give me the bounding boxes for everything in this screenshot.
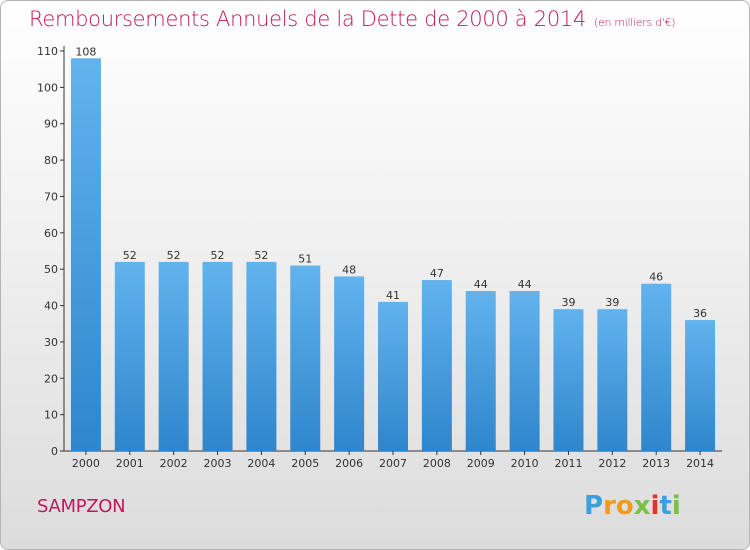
data-label: 52 <box>123 249 137 262</box>
data-label: 48 <box>342 263 356 276</box>
x-tick-label: 2009 <box>467 457 495 470</box>
data-label: 47 <box>430 267 444 280</box>
bar <box>334 276 365 451</box>
y-tick-label: 40 <box>44 300 58 313</box>
data-label: 51 <box>298 253 312 266</box>
x-tick-label: 2004 <box>247 457 275 470</box>
data-label: 44 <box>518 278 532 291</box>
data-label: 52 <box>211 249 225 262</box>
bar <box>553 309 584 451</box>
y-tick-label: 20 <box>44 372 58 385</box>
bar <box>158 261 189 451</box>
logo-letter: t <box>659 491 672 521</box>
logo-letter: x <box>633 491 651 521</box>
x-tick-label: 2008 <box>423 457 451 470</box>
bar <box>685 320 716 451</box>
x-tick-label: 2005 <box>291 457 319 470</box>
unit-label: (en milliers d'€) <box>594 16 676 29</box>
data-label: 39 <box>561 296 575 309</box>
bar <box>202 261 233 451</box>
bar <box>465 291 496 451</box>
x-tick-label: 2006 <box>335 457 363 470</box>
data-label: 108 <box>75 45 96 58</box>
data-label: 36 <box>693 307 707 320</box>
y-tick-label: 110 <box>37 45 58 58</box>
bar <box>421 280 452 451</box>
x-tick-label: 2000 <box>72 457 100 470</box>
y-tick-label: 90 <box>44 118 58 131</box>
data-label: 46 <box>649 271 663 284</box>
bar <box>597 309 628 451</box>
x-tick-label: 2013 <box>642 457 670 470</box>
x-tick-label: 2007 <box>379 457 407 470</box>
x-tick-label: 2003 <box>204 457 232 470</box>
y-tick-label: 100 <box>37 81 58 94</box>
y-tick-label: 10 <box>44 409 58 422</box>
logo-letter: o <box>615 491 634 521</box>
x-tick-label: 2010 <box>511 457 539 470</box>
x-tick-label: 2014 <box>686 457 714 470</box>
commune-name: SAMPZON <box>37 496 126 517</box>
y-tick-label: 80 <box>44 154 58 167</box>
y-tick-label: 60 <box>44 227 58 240</box>
logo-letter: i <box>650 491 660 521</box>
data-label: 52 <box>167 249 181 262</box>
data-label: 44 <box>474 278 488 291</box>
logo-letter: P <box>584 491 604 521</box>
chart-title: Remboursements Annuels de la Dette de 20… <box>29 7 675 31</box>
y-tick-label: 30 <box>44 336 58 349</box>
data-label: 39 <box>605 296 619 309</box>
y-tick-label: 50 <box>44 263 58 276</box>
data-label: 41 <box>386 289 400 302</box>
bar <box>641 283 672 451</box>
x-tick-label: 2002 <box>160 457 188 470</box>
logo-letter: i <box>671 491 681 521</box>
bar <box>246 261 277 451</box>
logo-letter: r <box>603 491 616 521</box>
title-text: Remboursements Annuels de la Dette de 20… <box>29 7 586 31</box>
proxiti-logo: Proxiti <box>584 491 681 521</box>
bar <box>378 301 408 451</box>
bar <box>290 265 321 451</box>
y-tick-label: 70 <box>44 190 58 203</box>
bar <box>509 291 540 451</box>
x-tick-label: 2011 <box>554 457 582 470</box>
x-tick-label: 2001 <box>116 457 144 470</box>
bar <box>114 261 145 451</box>
bar <box>70 58 101 451</box>
data-label: 52 <box>254 249 268 262</box>
x-tick-label: 2012 <box>598 457 626 470</box>
y-tick-label: 0 <box>51 445 58 458</box>
